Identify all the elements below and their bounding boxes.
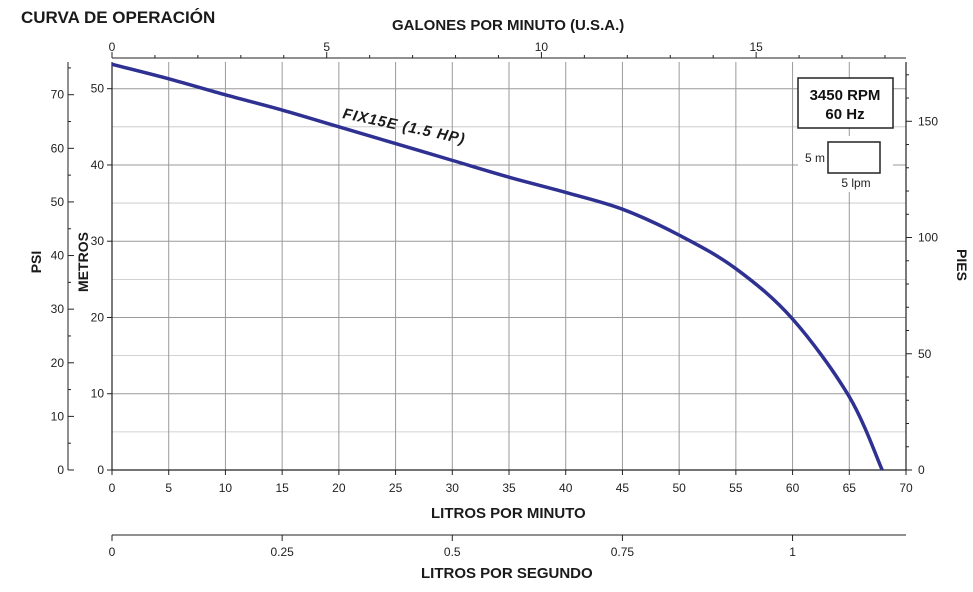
x-bottom-tick-label: 15	[275, 481, 289, 495]
x-bottom-tick-label: 25	[389, 481, 403, 495]
scale-legend-box	[827, 141, 881, 174]
chart-title: CURVA DE OPERACIÓN	[21, 8, 216, 27]
x-top-tick-label: 5	[323, 40, 330, 54]
y-psi-tick-label: 20	[51, 356, 65, 370]
x-bottom-tick-label: 65	[843, 481, 857, 495]
y-psi-axis-label: PSI	[28, 251, 44, 274]
speed-hz-text: 60 Hz	[825, 106, 864, 123]
y-psi-tick-label: 0	[57, 463, 64, 477]
x-bottom-axis-label: LITROS POR MINUTO	[431, 505, 586, 522]
y-pies-tick-label: 100	[918, 231, 938, 245]
x-top-tick-label: 0	[109, 40, 116, 54]
y-metros-tick-label: 30	[91, 234, 105, 248]
y-psi-tick-label: 50	[51, 195, 65, 209]
y-psi-tick-label: 40	[51, 249, 65, 263]
speed-box	[797, 77, 894, 129]
y-pies-tick-label: 0	[918, 463, 925, 477]
x-bottom-tick-label: 60	[786, 481, 800, 495]
x-lps-tick-label: 0	[109, 545, 116, 559]
y-pies-tick-label: 50	[918, 347, 932, 361]
y-metros-tick-label: 40	[91, 158, 105, 172]
y-metros-tick-label: 10	[91, 387, 105, 401]
y-pies-tick-label: 150	[918, 114, 938, 128]
scale-vertical-label: 5 m	[805, 151, 825, 165]
x-bottom-tick-label: 5	[165, 481, 172, 495]
y-pies-axis-label: PIES	[954, 249, 970, 281]
y-psi-tick-label: 30	[51, 302, 65, 316]
x-bottom-tick-label: 35	[502, 481, 516, 495]
x-bottom-tick-label: 70	[899, 481, 913, 495]
scale-horizontal-label: 5 lpm	[841, 176, 870, 190]
x-lps-tick-label: 0.5	[444, 545, 461, 559]
speed-rpm-text: 3450 RPM	[810, 87, 881, 104]
x-top-axis-label: GALONES POR MINUTO (U.S.A.)	[392, 17, 625, 34]
y-metros-tick-label: 0	[97, 463, 104, 477]
x-lps-axis-label: LITROS POR SEGUNDO	[421, 565, 593, 582]
x-bottom-tick-label: 30	[446, 481, 460, 495]
y-psi-tick-label: 10	[51, 409, 65, 423]
x-lps-tick-label: 1	[789, 545, 796, 559]
y-metros-axis-label: METROS	[75, 232, 91, 292]
x-bottom-tick-label: 50	[672, 481, 686, 495]
y-psi-tick-label: 60	[51, 141, 65, 155]
x-bottom-tick-label: 55	[729, 481, 743, 495]
x-top-tick-label: 10	[535, 40, 549, 54]
y-metros-tick-label: 50	[91, 82, 105, 96]
x-bottom-tick-label: 0	[109, 481, 116, 495]
x-top-tick-label: 15	[749, 40, 763, 54]
series-curve-fix15e	[111, 62, 884, 471]
x-bottom-tick-label: 20	[332, 481, 346, 495]
x-lps-tick-label: 0.75	[611, 545, 635, 559]
y-metros-tick-label: 20	[91, 310, 105, 324]
x-lps-tick-label: 0.25	[270, 545, 294, 559]
y-psi-tick-label: 70	[51, 88, 65, 102]
x-bottom-tick-label: 10	[219, 481, 233, 495]
x-bottom-tick-label: 40	[559, 481, 573, 495]
x-bottom-tick-label: 45	[616, 481, 630, 495]
